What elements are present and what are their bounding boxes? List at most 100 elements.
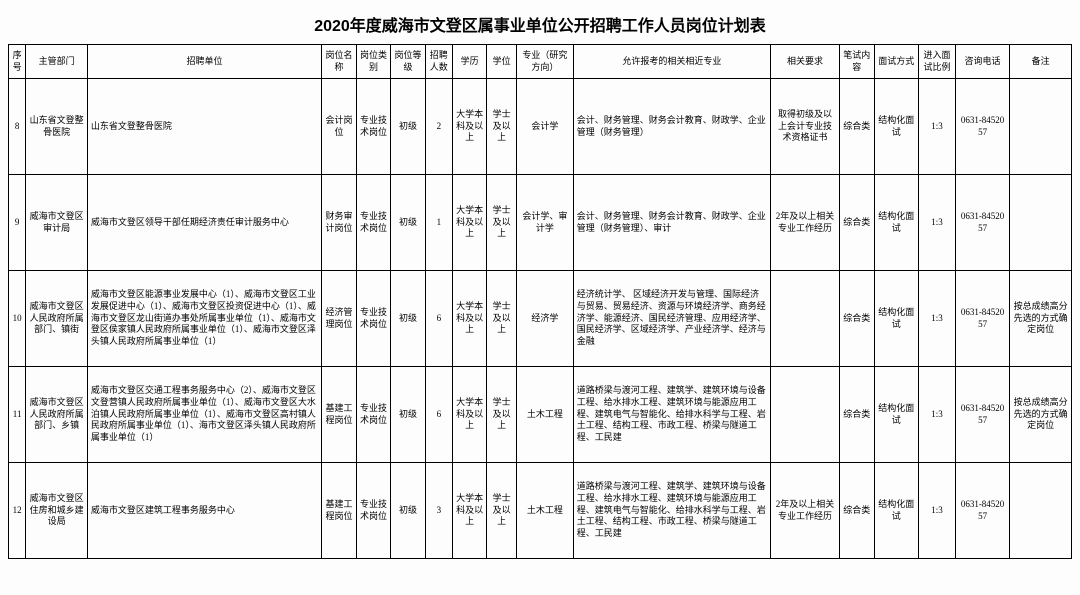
cell-plvl: 初级	[391, 175, 426, 271]
table-row: 11威海市文登区人民政府所属部门、乡镇威海市文登区交通工程事务服务中心（2）、威…	[9, 367, 1072, 463]
cell-unit: 威海市文登区领导干部任期经济责任审计服务中心	[87, 175, 321, 271]
table-row: 9威海市文登区审计局威海市文登区领导干部任期经济责任审计服务中心财务审计岗位专业…	[9, 175, 1072, 271]
cell-req: 2年及以上相关专业工作经历	[771, 463, 840, 559]
cell-ivw: 结构化面试	[874, 175, 918, 271]
cell-exam: 综合类	[840, 271, 875, 367]
cell-edu: 大学本科及以上	[452, 79, 487, 175]
cell-exam: 综合类	[840, 175, 875, 271]
recruitment-table: 序号 主管部门 招聘单位 岗位名称 岗位类别 岗位等级 招聘人数 学历 学位 专…	[8, 44, 1072, 559]
cell-ptype: 专业技术岗位	[356, 175, 391, 271]
cell-req: 取得初级及以上会计专业技术资格证书	[771, 79, 840, 175]
cell-dept: 威海市文登区住房和城乡建设局	[26, 463, 88, 559]
cell-ivw: 结构化面试	[874, 271, 918, 367]
cell-tel: 0631-8452057	[955, 175, 1009, 271]
cell-req: 2年及以上相关专业工作经历	[771, 175, 840, 271]
cell-seq: 12	[9, 463, 26, 559]
cell-maj: 土木工程	[516, 367, 573, 463]
cell-plvl: 初级	[391, 463, 426, 559]
cell-tel: 0631-8452057	[955, 463, 1009, 559]
cell-near: 会计、财务管理、财务会计教育、财政学、企业管理（财务管理）、审计	[573, 175, 770, 271]
cell-unit: 威海市文登区交通工程事务服务中心（2）、威海市文登区文登营镇人民政府所属事业单位…	[87, 367, 321, 463]
cell-seq: 9	[9, 175, 26, 271]
table-row: 10威海市文登区人民政府所属部门、镇街威海市文登区能源事业发展中心（1）、威海市…	[9, 271, 1072, 367]
cell-exam: 综合类	[840, 367, 875, 463]
cell-maj: 会计学	[516, 79, 573, 175]
cell-dept: 山东省文登整骨医院	[26, 79, 88, 175]
cell-seq: 11	[9, 367, 26, 463]
col-ivw: 面试方式	[874, 45, 918, 79]
table-row: 12威海市文登区住房和城乡建设局威海市文登区建筑工程事务服务中心基建工程岗位专业…	[9, 463, 1072, 559]
cell-pname: 基建工程岗位	[322, 463, 357, 559]
col-seq: 序号	[9, 45, 26, 79]
col-exam: 笔试内容	[840, 45, 875, 79]
cell-near: 道路桥梁与渡河工程、建筑学、建筑环境与设备工程、给水排水工程、建筑环境与能源应用…	[573, 367, 770, 463]
col-num: 招聘人数	[425, 45, 452, 79]
cell-ratio: 1:3	[918, 79, 955, 175]
cell-ptype: 专业技术岗位	[356, 463, 391, 559]
cell-dept: 威海市文登区人民政府所属部门、乡镇	[26, 367, 88, 463]
cell-note: 按总成绩高分先选的方式确定岗位	[1010, 367, 1072, 463]
col-maj: 专业（研究方向）	[516, 45, 573, 79]
col-dept: 主管部门	[26, 45, 88, 79]
cell-near: 道路桥梁与渡河工程、建筑学、建筑环境与设备工程、给水排水工程、建筑环境与能源应用…	[573, 463, 770, 559]
cell-ivw: 结构化面试	[874, 463, 918, 559]
table-row: 8山东省文登整骨医院山东省文登整骨医院会计岗位专业技术岗位初级2大学本科及以上学…	[9, 79, 1072, 175]
col-pname: 岗位名称	[322, 45, 357, 79]
cell-tel: 0631-8452057	[955, 79, 1009, 175]
cell-edu: 大学本科及以上	[452, 463, 487, 559]
cell-pname: 经济管理岗位	[322, 271, 357, 367]
cell-pname: 会计岗位	[322, 79, 357, 175]
cell-seq: 8	[9, 79, 26, 175]
cell-deg: 学士及以上	[487, 367, 517, 463]
col-unit: 招聘单位	[87, 45, 321, 79]
cell-req	[771, 271, 840, 367]
cell-num: 6	[425, 367, 452, 463]
page-title: 2020年度威海市文登区属事业单位公开招聘工作人员岗位计划表	[8, 12, 1072, 36]
cell-deg: 学士及以上	[487, 271, 517, 367]
cell-ptype: 专业技术岗位	[356, 271, 391, 367]
cell-ivw: 结构化面试	[874, 79, 918, 175]
cell-deg: 学士及以上	[487, 463, 517, 559]
cell-note: 按总成绩高分先选的方式确定岗位	[1010, 271, 1072, 367]
cell-exam: 综合类	[840, 463, 875, 559]
cell-ivw: 结构化面试	[874, 367, 918, 463]
cell-dept: 威海市文登区人民政府所属部门、镇街	[26, 271, 88, 367]
cell-ratio: 1:3	[918, 367, 955, 463]
cell-tel: 0631-8452057	[955, 367, 1009, 463]
cell-note	[1010, 175, 1072, 271]
cell-plvl: 初级	[391, 367, 426, 463]
cell-deg: 学士及以上	[487, 79, 517, 175]
cell-ptype: 专业技术岗位	[356, 367, 391, 463]
cell-pname: 财务审计岗位	[322, 175, 357, 271]
col-note: 备注	[1010, 45, 1072, 79]
cell-near: 经济统计学、 区域经济开发与管理、国际经济与贸易、贸易经济、资源与环境经济学、商…	[573, 271, 770, 367]
col-edu: 学历	[452, 45, 487, 79]
cell-ratio: 1:3	[918, 463, 955, 559]
cell-dept: 威海市文登区审计局	[26, 175, 88, 271]
cell-exam: 综合类	[840, 79, 875, 175]
cell-tel: 0631-8452057	[955, 271, 1009, 367]
col-ratio: 进入面试比例	[918, 45, 955, 79]
cell-ratio: 1:3	[918, 271, 955, 367]
col-plvl: 岗位等级	[391, 45, 426, 79]
cell-note	[1010, 463, 1072, 559]
cell-edu: 大学本科及以上	[452, 271, 487, 367]
cell-edu: 大学本科及以上	[452, 175, 487, 271]
cell-num: 6	[425, 271, 452, 367]
cell-ptype: 专业技术岗位	[356, 79, 391, 175]
cell-maj: 会计学、审计学	[516, 175, 573, 271]
cell-maj: 土木工程	[516, 463, 573, 559]
cell-req	[771, 367, 840, 463]
col-ptype: 岗位类别	[356, 45, 391, 79]
col-near: 允许报考的相关相近专业	[573, 45, 770, 79]
cell-unit: 山东省文登整骨医院	[87, 79, 321, 175]
cell-ratio: 1:3	[918, 175, 955, 271]
cell-edu: 大学本科及以上	[452, 367, 487, 463]
cell-maj: 经济学	[516, 271, 573, 367]
cell-pname: 基建工程岗位	[322, 367, 357, 463]
cell-seq: 10	[9, 271, 26, 367]
col-req: 相关要求	[771, 45, 840, 79]
col-tel: 咨询电话	[955, 45, 1009, 79]
cell-unit: 威海市文登区能源事业发展中心（1）、威海市文登区工业发展促进中心（1）、威海市文…	[87, 271, 321, 367]
cell-near: 会计、财务管理、财务会计教育、财政学、企业管理（财务管理）	[573, 79, 770, 175]
